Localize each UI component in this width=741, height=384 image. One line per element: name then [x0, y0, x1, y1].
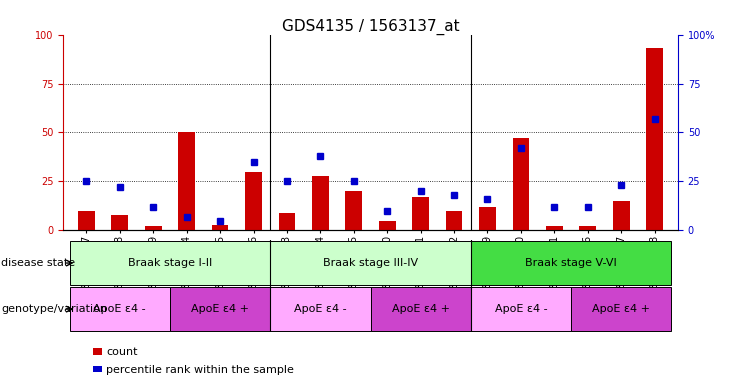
Bar [412, 197, 429, 230]
Text: ApoE ε4 -: ApoE ε4 - [93, 304, 146, 314]
Title: GDS4135 / 1563137_at: GDS4135 / 1563137_at [282, 18, 459, 35]
Text: Braak stage I-II: Braak stage I-II [127, 258, 212, 268]
Bar [179, 132, 195, 230]
Bar [479, 207, 496, 230]
Bar [579, 227, 596, 230]
Bar [170, 287, 270, 331]
Text: Braak stage V-VI: Braak stage V-VI [525, 258, 617, 268]
Bar [70, 287, 170, 331]
Text: percentile rank within the sample: percentile rank within the sample [106, 365, 294, 375]
Bar [212, 225, 228, 230]
Bar [145, 227, 162, 230]
Text: count: count [106, 348, 138, 358]
Text: ApoE ε4 +: ApoE ε4 + [592, 304, 650, 314]
Bar [279, 213, 296, 230]
Bar [111, 215, 128, 230]
Bar [245, 172, 262, 230]
Bar [370, 287, 471, 331]
Bar [379, 220, 396, 230]
Bar [613, 201, 630, 230]
Bar [471, 241, 671, 285]
Bar [345, 191, 362, 230]
Text: ApoE ε4 -: ApoE ε4 - [494, 304, 547, 314]
Bar [445, 211, 462, 230]
Bar [270, 241, 471, 285]
Bar [471, 287, 571, 331]
Bar [78, 211, 95, 230]
Text: ApoE ε4 -: ApoE ε4 - [294, 304, 347, 314]
Bar [513, 138, 529, 230]
Bar [312, 175, 329, 230]
Text: Braak stage III-IV: Braak stage III-IV [323, 258, 418, 268]
Text: genotype/variation: genotype/variation [1, 304, 107, 314]
Bar [571, 287, 671, 331]
Bar [646, 48, 663, 230]
Bar [546, 227, 562, 230]
Bar [270, 287, 370, 331]
Text: disease state: disease state [1, 258, 76, 268]
Text: ApoE ε4 +: ApoE ε4 + [392, 304, 450, 314]
Text: ApoE ε4 +: ApoE ε4 + [191, 304, 249, 314]
Bar [70, 241, 270, 285]
